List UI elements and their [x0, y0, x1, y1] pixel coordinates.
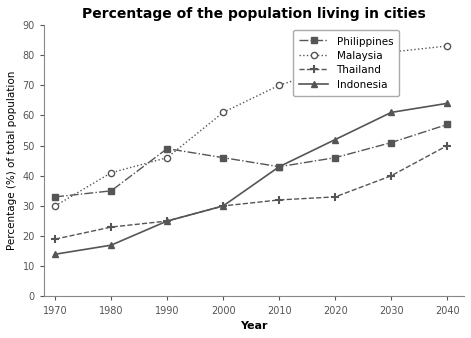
- Philippines: [333, 155, 338, 160]
- Title: Percentage of the population living in cities: Percentage of the population living in c…: [82, 7, 426, 21]
- Thailand: [108, 225, 114, 229]
- Indonesia: [389, 111, 394, 115]
- Philippines: [389, 141, 394, 145]
- Malaysia: [108, 171, 114, 175]
- Indonesia: [108, 243, 114, 247]
- Indonesia: [445, 101, 450, 105]
- Indonesia: [52, 252, 58, 256]
- Line: Malaysia: Malaysia: [52, 43, 450, 209]
- Indonesia: [220, 204, 226, 208]
- Malaysia: [389, 50, 394, 54]
- Malaysia: [333, 65, 338, 69]
- Thailand: [164, 219, 170, 223]
- Line: Philippines: Philippines: [52, 122, 450, 200]
- Malaysia: [164, 155, 170, 160]
- Malaysia: [220, 111, 226, 115]
- Philippines: [164, 147, 170, 151]
- X-axis label: Year: Year: [240, 321, 268, 331]
- Thailand: [389, 174, 394, 178]
- Philippines: [108, 189, 114, 193]
- Legend: Philippines, Malaysia, Thailand, Indonesia: Philippines, Malaysia, Thailand, Indones…: [293, 30, 399, 96]
- Philippines: [220, 155, 226, 160]
- Malaysia: [445, 44, 450, 48]
- Indonesia: [164, 219, 170, 223]
- Philippines: [445, 122, 450, 126]
- Y-axis label: Percentage (%) of total population: Percentage (%) of total population: [7, 71, 17, 250]
- Philippines: [52, 195, 58, 199]
- Indonesia: [333, 138, 338, 142]
- Malaysia: [52, 204, 58, 208]
- Philippines: [276, 165, 282, 169]
- Thailand: [333, 195, 338, 199]
- Thailand: [220, 204, 226, 208]
- Malaysia: [276, 83, 282, 87]
- Thailand: [276, 198, 282, 202]
- Line: Indonesia: Indonesia: [52, 100, 450, 257]
- Thailand: [445, 144, 450, 148]
- Indonesia: [276, 165, 282, 169]
- Thailand: [52, 237, 58, 241]
- Line: Thailand: Thailand: [51, 141, 451, 243]
